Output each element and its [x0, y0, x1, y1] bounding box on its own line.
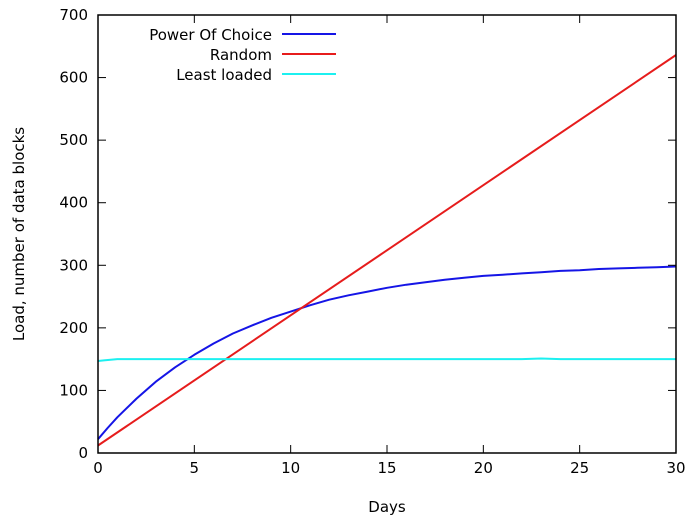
y-tick-label: 300 [59, 256, 88, 274]
y-tick-label: 200 [59, 319, 88, 337]
x-axis: 0 5 10 15 20 25 30 [93, 15, 686, 477]
legend-label-least-loaded: Least loaded [176, 66, 272, 84]
y-tick-label: 100 [59, 381, 88, 399]
y-tick-label: 500 [59, 131, 88, 149]
legend: Power Of Choice Random Least loaded [149, 26, 336, 84]
series-line-random [97, 54, 677, 447]
x-tick-label: 5 [190, 459, 200, 477]
y-tick-label: 0 [78, 444, 88, 462]
plot-lines [97, 54, 677, 447]
x-tick-label: 0 [93, 459, 103, 477]
y-tick-label: 700 [59, 6, 88, 24]
x-tick-label: 10 [281, 459, 300, 477]
y-tick-label: 400 [59, 194, 88, 212]
x-tick-label: 20 [474, 459, 493, 477]
x-tick-label: 15 [377, 459, 396, 477]
legend-label-power-of-choice: Power Of Choice [149, 26, 272, 44]
series-line-least-loaded [97, 357, 676, 362]
legend-label-random: Random [210, 46, 272, 64]
y-tick-label: 600 [59, 69, 88, 87]
x-axis-title: Days [368, 498, 406, 516]
y-axis: 0 100 200 300 400 500 600 700 [59, 6, 676, 462]
y-axis-title: Load, number of data blocks [10, 127, 28, 341]
x-tick-label: 25 [570, 459, 589, 477]
x-tick-label: 30 [666, 459, 685, 477]
series-line-power-of-choice [97, 265, 677, 440]
